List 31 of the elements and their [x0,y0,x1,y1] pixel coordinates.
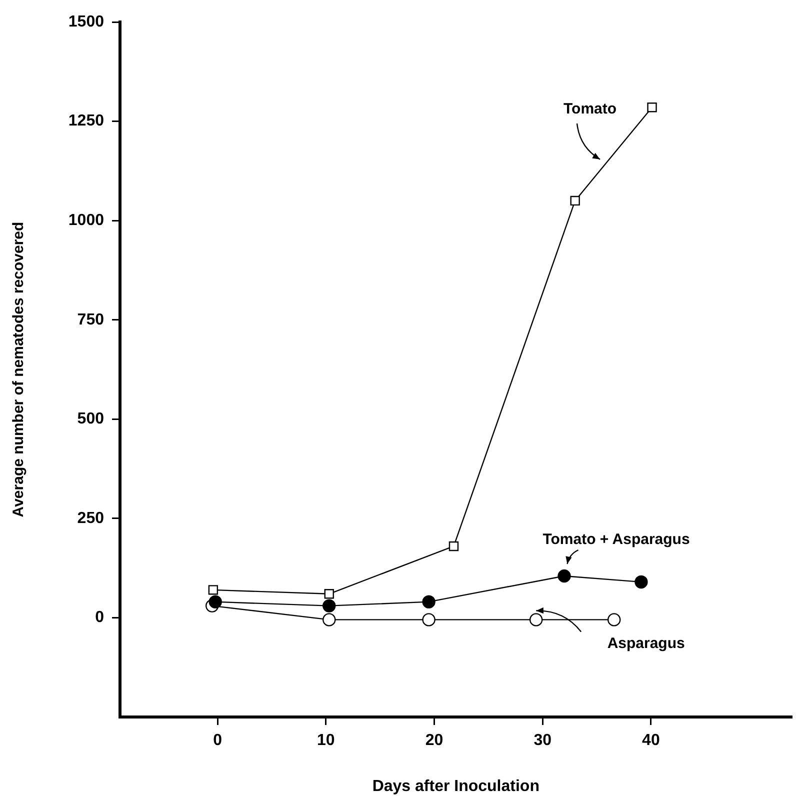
series-label: Asparagus [607,634,685,652]
point [208,595,222,608]
point [448,541,459,552]
series-label: Tomato + Asparagus [542,531,690,548]
y-tick-label: 1250 [68,112,104,130]
x-tick-label: 10 [316,732,335,750]
y-tick-label: 0 [95,609,104,626]
y-tick-label: 1000 [68,212,104,229]
y-tick-label: 1500 [68,13,104,30]
y-tick-label: 500 [77,410,104,428]
point [558,569,571,583]
point [208,585,218,595]
point [322,613,336,626]
x-tick-label: 30 [534,732,552,750]
y-tick-label: 750 [77,311,104,328]
point [322,599,336,612]
point [324,589,334,599]
point [634,575,648,589]
x-tick-label: 0 [213,732,222,750]
y-axis-title: Average number of nematodes recovered [10,222,28,518]
series-label: Tomato [563,100,617,118]
point [647,102,657,112]
point [422,613,436,626]
y-tick-label: 250 [77,510,104,527]
point [529,613,543,626]
x-tick-label: 40 [642,732,660,750]
point [422,595,436,608]
point [608,613,621,626]
x-axis-title: Days after Inoculation [372,778,540,795]
x-tick-label: 20 [425,732,444,750]
point [570,196,580,206]
